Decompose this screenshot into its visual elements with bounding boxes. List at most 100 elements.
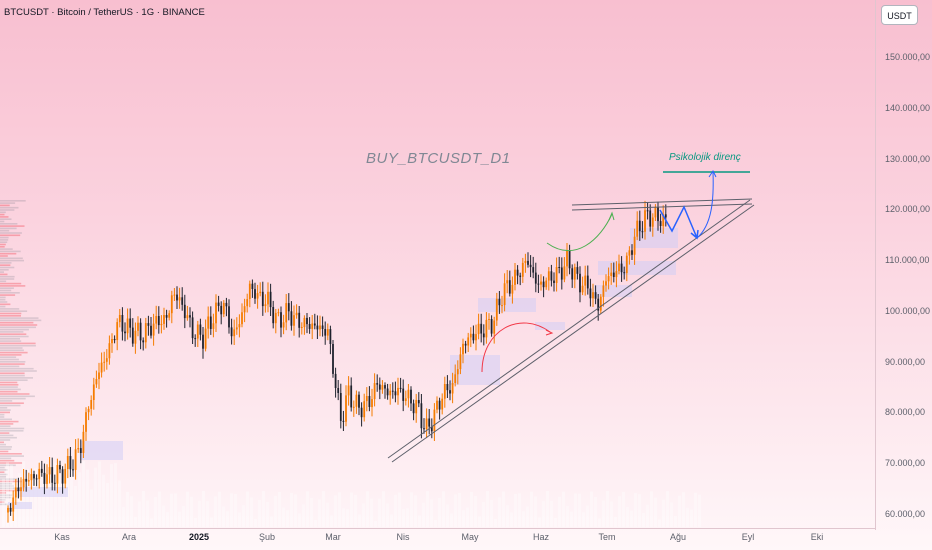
volume-bar bbox=[182, 506, 185, 527]
volume-profile-bar bbox=[0, 420, 19, 423]
volume-profile-bar bbox=[0, 319, 42, 322]
candle-body bbox=[625, 255, 628, 274]
currency-selector-button[interactable]: USDT bbox=[881, 5, 918, 25]
volume-bar bbox=[138, 501, 141, 527]
volume-profile-bar bbox=[0, 384, 19, 386]
volume-profile-bar bbox=[0, 218, 12, 220]
candle-body bbox=[152, 323, 155, 336]
volume-profile-bar bbox=[0, 457, 12, 460]
volume-bar bbox=[286, 510, 289, 527]
volume-profile-bar bbox=[0, 356, 17, 358]
volume-profile-bar bbox=[0, 453, 22, 455]
volume-bar bbox=[442, 491, 445, 527]
candle-body bbox=[209, 316, 212, 329]
candle-body bbox=[92, 384, 95, 400]
volume-bar bbox=[362, 503, 365, 527]
time-tick-label: Şub bbox=[258, 532, 276, 542]
time-axis-border bbox=[0, 528, 875, 529]
volume-profile-bar bbox=[0, 246, 5, 248]
volume-bar bbox=[90, 489, 93, 527]
volume-profile-bar bbox=[0, 298, 6, 301]
volume-bar bbox=[254, 518, 257, 527]
time-tick-label: Eyl bbox=[741, 532, 755, 542]
volume-profile-bar bbox=[0, 349, 24, 352]
candle-body bbox=[290, 311, 293, 326]
volume-profile-bar bbox=[0, 363, 25, 365]
candle-body bbox=[638, 220, 641, 232]
volume-bar bbox=[62, 477, 65, 527]
volume-profile-bar bbox=[0, 259, 24, 262]
volume-bar bbox=[386, 503, 389, 527]
volume-bar bbox=[498, 497, 501, 527]
candle-body bbox=[498, 298, 501, 306]
candle-body bbox=[508, 280, 511, 294]
volume-bar bbox=[226, 511, 229, 527]
volume-bar bbox=[330, 515, 333, 527]
candle-body bbox=[599, 296, 602, 311]
candle-body bbox=[664, 214, 667, 218]
volume-bar bbox=[190, 496, 193, 527]
candle-body bbox=[563, 266, 566, 280]
volume-bar bbox=[486, 491, 489, 527]
volume-profile-bar bbox=[0, 282, 22, 285]
volume-bar bbox=[282, 507, 285, 527]
candle-body bbox=[183, 304, 186, 319]
volume-bar bbox=[194, 517, 197, 527]
volume-bar bbox=[270, 516, 273, 527]
demand-zone bbox=[478, 298, 536, 312]
candle-body bbox=[524, 260, 527, 263]
candle-body bbox=[298, 312, 301, 328]
volume-bar bbox=[502, 491, 505, 527]
candle-body bbox=[654, 207, 657, 218]
volume-profile-bar bbox=[0, 216, 9, 218]
candle-body bbox=[124, 331, 126, 334]
volume-profile-bar bbox=[0, 370, 37, 372]
candle-body bbox=[295, 312, 298, 316]
curved-arrow-green bbox=[546, 213, 613, 251]
candle-body bbox=[399, 387, 402, 389]
volume-bar bbox=[550, 500, 553, 527]
volume-bar bbox=[646, 504, 649, 527]
candle-body bbox=[87, 408, 90, 413]
candle-body bbox=[72, 469, 74, 471]
volume-bar bbox=[122, 506, 125, 527]
candle-body bbox=[573, 267, 576, 280]
volume-profile-bar bbox=[0, 455, 24, 457]
candle-body bbox=[558, 267, 561, 268]
volume-bar bbox=[130, 496, 133, 527]
volume-bar bbox=[542, 501, 545, 527]
candle-body bbox=[493, 320, 496, 334]
candle-body bbox=[342, 420, 345, 422]
volume-bar bbox=[394, 494, 397, 527]
volume-profile-bar bbox=[0, 413, 5, 416]
candle-body bbox=[376, 383, 379, 385]
candle-body bbox=[545, 280, 548, 288]
volume-profile-bar bbox=[0, 310, 28, 312]
volume-profile-bar bbox=[0, 321, 34, 324]
candle-body bbox=[230, 327, 233, 337]
candle-body bbox=[462, 343, 464, 355]
breakout-arrow bbox=[696, 171, 714, 239]
candle-body bbox=[313, 323, 316, 326]
volume-profile-bar bbox=[0, 485, 14, 487]
candle-body bbox=[555, 267, 558, 283]
candle-body bbox=[215, 302, 217, 324]
candle-body bbox=[623, 272, 626, 274]
price-tick-label: 100.000,00 bbox=[885, 305, 931, 316]
volume-bar bbox=[382, 491, 385, 527]
volume-bar bbox=[366, 491, 369, 527]
candle-body bbox=[280, 312, 282, 328]
candle-body bbox=[238, 324, 241, 328]
candle-body bbox=[22, 478, 25, 488]
volume-bar bbox=[578, 493, 581, 527]
volume-bar bbox=[526, 506, 529, 527]
candle-body bbox=[417, 400, 420, 404]
candle-body bbox=[381, 385, 384, 390]
volume-profile-bar bbox=[0, 331, 24, 333]
candle-body bbox=[597, 298, 600, 311]
candle-body bbox=[267, 291, 269, 305]
candle-body bbox=[61, 469, 64, 484]
candle-body bbox=[326, 329, 329, 336]
candle-body bbox=[404, 398, 407, 401]
